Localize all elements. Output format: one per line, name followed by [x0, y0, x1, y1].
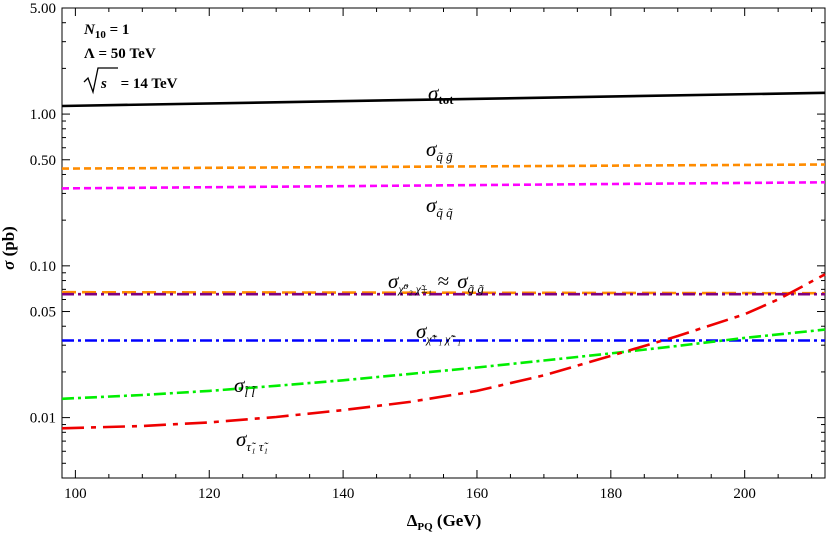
x-axis-title: ΔPQ (GeV) [407, 511, 482, 533]
x-tick-label: 120 [198, 486, 221, 502]
x-tick-label: 100 [64, 486, 87, 502]
x-tick-label: 200 [733, 486, 756, 502]
series-line-1 [61, 163, 826, 170]
x-tick-label: 140 [332, 486, 355, 502]
y-tick-label: 0.50 [30, 153, 56, 169]
y-tick-label: 0.05 [30, 305, 56, 321]
annotation-sqrts-text: s = 14 TeV [100, 76, 178, 92]
plot-frame [61, 7, 826, 479]
y-tick-label: 0.10 [30, 259, 56, 275]
x-tick-label: 160 [466, 486, 489, 502]
series-line-0 [61, 91, 826, 108]
y-tick-label: 1.00 [30, 107, 56, 123]
annotation-lambda: Λ = 50 TeV [84, 46, 156, 62]
series-lines [61, 91, 826, 430]
x-axis-ticks: 100 120 140 160 180 200 [64, 8, 813, 502]
y-tick-label: 0.01 [30, 411, 56, 427]
x-tick-label: 180 [600, 486, 623, 502]
series-line-6 [61, 328, 826, 401]
y-tick-label: 5.00 [30, 1, 56, 17]
sqrt-symbol [83, 67, 118, 95]
annotation-n10: N10 = 1 [83, 22, 129, 41]
series-line-3 [61, 290, 826, 295]
y-axis-title: σ (pb) [0, 226, 18, 270]
series-line-7 [61, 273, 826, 430]
series-line-2 [61, 181, 826, 190]
annotation-sqrts: s = 14 TeV [83, 67, 178, 95]
y-axis-ticks: 5.00 1.00 0.50 0.10 0.05 0.01 [30, 1, 825, 479]
